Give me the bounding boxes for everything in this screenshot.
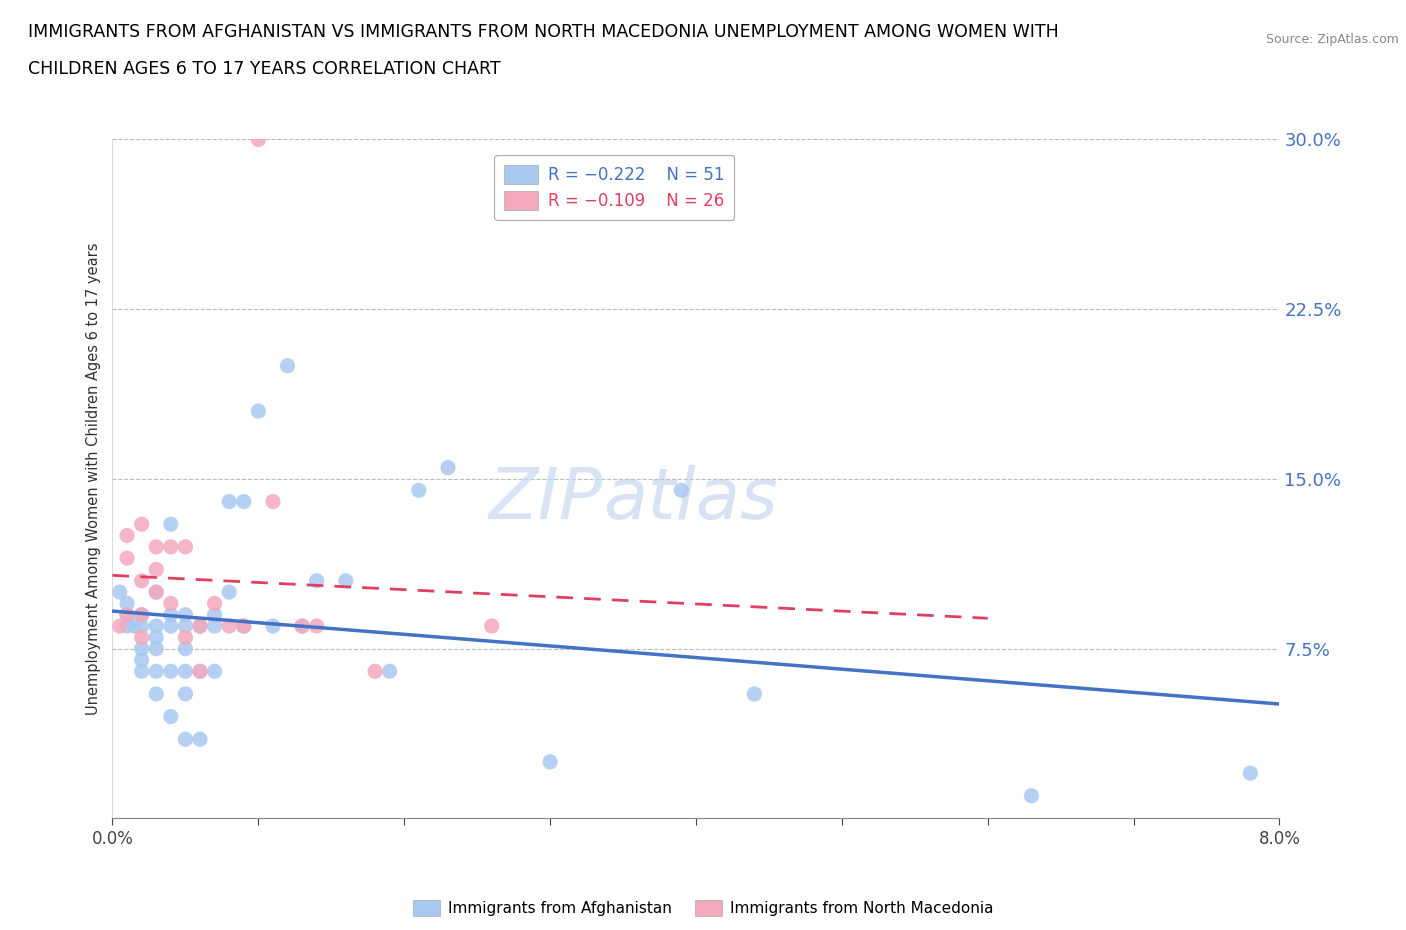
Point (218, 585, 240, 600)
Text: IMMIGRANTS FROM AFGHANISTAN VS IMMIGRANTS FROM NORTH MACEDONIA UNEMPLOYMENT AMON: IMMIGRANTS FROM AFGHANISTAN VS IMMIGRANT… (28, 23, 1059, 41)
Point (174, 630, 197, 644)
Point (115, 596, 138, 611)
Point (160, 618, 183, 633)
Point (160, 607, 183, 622)
Point (145, 618, 167, 633)
Point (108, 585, 131, 600)
Y-axis label: Unemployment Among Women with Children Ages 6 to 17 years: Unemployment Among Women with Children A… (86, 243, 101, 715)
Point (232, 494, 254, 509)
Point (742, 686, 765, 701)
Point (131, 653, 153, 668)
Point (1239, 765, 1261, 780)
Point (204, 596, 226, 611)
Point (160, 539, 183, 554)
Point (124, 618, 146, 633)
Point (108, 618, 131, 633)
Text: Source: ZipAtlas.com: Source: ZipAtlas.com (1265, 33, 1399, 46)
Point (174, 642, 197, 657)
Point (174, 686, 197, 701)
Point (188, 618, 211, 633)
Text: ZIP: ZIP (488, 465, 603, 534)
Point (188, 664, 211, 679)
Point (131, 573, 153, 589)
Point (218, 618, 240, 633)
Point (174, 618, 197, 633)
Point (247, 404, 270, 418)
Legend: Immigrants from Afghanistan, Immigrants from North Macedonia: Immigrants from Afghanistan, Immigrants … (406, 894, 1000, 923)
Point (276, 358, 298, 373)
Point (115, 618, 138, 633)
Point (115, 551, 138, 565)
Point (204, 664, 226, 679)
Text: atlas: atlas (603, 465, 778, 534)
Point (160, 664, 183, 679)
Point (204, 607, 226, 622)
Point (174, 607, 197, 622)
Point (145, 630, 167, 644)
Point (335, 573, 357, 589)
Point (131, 618, 153, 633)
Point (131, 607, 153, 622)
Point (145, 562, 167, 577)
Point (131, 607, 153, 622)
Point (378, 664, 401, 679)
Point (1021, 789, 1043, 804)
Point (131, 642, 153, 657)
Point (115, 607, 138, 622)
Point (262, 494, 284, 509)
Point (131, 517, 153, 532)
Point (232, 618, 254, 633)
Point (671, 483, 693, 498)
Point (115, 528, 138, 543)
Point (188, 664, 211, 679)
Point (218, 494, 240, 509)
Point (538, 754, 561, 769)
Point (437, 460, 460, 475)
Point (305, 618, 328, 633)
Point (232, 618, 254, 633)
Point (188, 732, 211, 747)
Point (204, 618, 226, 633)
Point (160, 709, 183, 724)
Text: CHILDREN AGES 6 TO 17 YEARS CORRELATION CHART: CHILDREN AGES 6 TO 17 YEARS CORRELATION … (28, 60, 501, 78)
Point (145, 585, 167, 600)
Point (131, 630, 153, 644)
Point (145, 585, 167, 600)
Point (145, 686, 167, 701)
Point (364, 664, 387, 679)
Point (305, 573, 328, 589)
Point (174, 539, 197, 554)
Point (160, 596, 183, 611)
Point (145, 664, 167, 679)
Point (115, 607, 138, 622)
Point (145, 539, 167, 554)
Point (188, 618, 211, 633)
Point (174, 664, 197, 679)
Point (174, 732, 197, 747)
Point (408, 483, 430, 498)
Point (145, 642, 167, 657)
Point (131, 664, 153, 679)
Point (481, 618, 503, 633)
Point (247, 132, 270, 147)
Legend: R = −0.222    N = 51, R = −0.109    N = 26: R = −0.222 N = 51, R = −0.109 N = 26 (495, 154, 734, 219)
Point (291, 618, 314, 633)
Point (160, 517, 183, 532)
Point (262, 618, 284, 633)
Point (291, 618, 314, 633)
